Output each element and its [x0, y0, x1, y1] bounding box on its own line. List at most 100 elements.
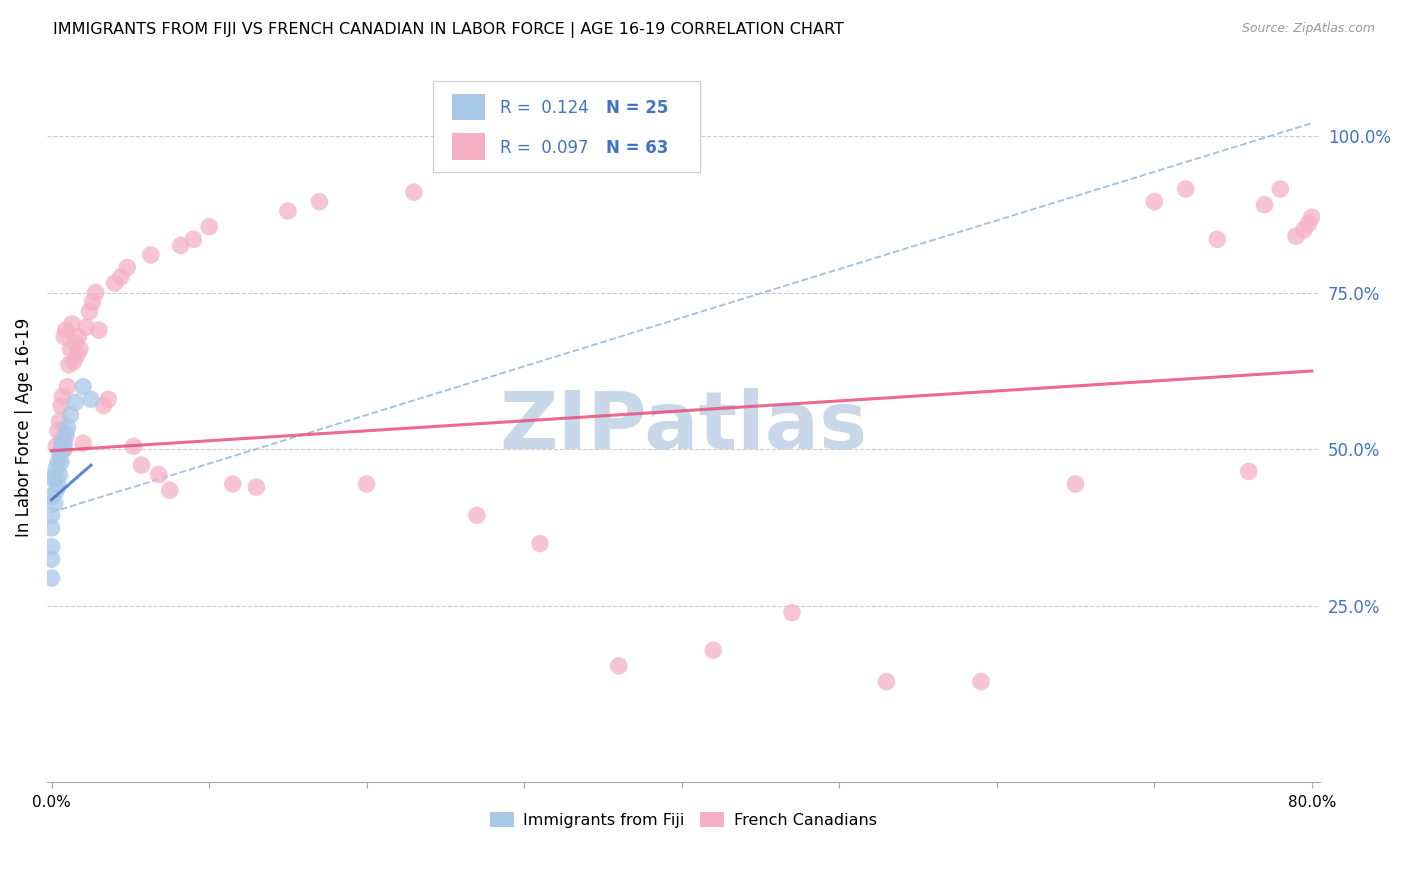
Point — [104, 276, 127, 290]
Point — [82, 295, 104, 310]
Point — [84, 285, 107, 300]
Point — [1285, 229, 1308, 244]
Text: ZIPatlas: ZIPatlas — [499, 389, 868, 467]
Point — [45, 461, 67, 475]
Point — [65, 335, 87, 350]
Point — [60, 317, 83, 331]
Point — [222, 477, 245, 491]
Point — [1253, 198, 1275, 212]
Point — [139, 248, 162, 262]
Text: N = 63: N = 63 — [606, 139, 668, 157]
Point — [80, 392, 103, 407]
Point — [49, 433, 72, 447]
Y-axis label: In Labor Force | Age 16-19: In Labor Force | Age 16-19 — [15, 318, 32, 537]
FancyBboxPatch shape — [451, 133, 485, 161]
Point — [48, 445, 70, 459]
Point — [55, 430, 77, 444]
Point — [170, 238, 193, 252]
Point — [48, 414, 70, 428]
Point — [308, 194, 330, 209]
Point — [49, 455, 72, 469]
Point — [183, 232, 205, 246]
Point — [53, 436, 76, 450]
Point — [1143, 194, 1166, 209]
Point — [87, 323, 110, 337]
FancyBboxPatch shape — [451, 94, 485, 120]
Point — [67, 329, 90, 343]
Point — [45, 439, 67, 453]
Point — [79, 304, 101, 318]
Point — [52, 442, 75, 457]
Point — [41, 471, 63, 485]
Point — [53, 329, 76, 343]
Point — [1206, 232, 1229, 246]
Point — [41, 540, 63, 554]
Point — [529, 536, 551, 550]
Point — [66, 348, 89, 362]
Point — [1064, 477, 1087, 491]
Point — [56, 380, 79, 394]
Point — [970, 674, 993, 689]
Point — [58, 358, 80, 372]
Legend: Immigrants from Fiji, French Canadians: Immigrants from Fiji, French Canadians — [484, 805, 883, 834]
Point — [1298, 217, 1320, 231]
Point — [62, 354, 84, 368]
Point — [1301, 211, 1323, 225]
Point — [607, 659, 630, 673]
Point — [72, 436, 94, 450]
Point — [75, 320, 97, 334]
Point — [53, 442, 76, 457]
Point — [245, 480, 267, 494]
Point — [875, 674, 897, 689]
Point — [46, 424, 69, 438]
Point — [115, 260, 138, 275]
Point — [48, 467, 70, 482]
Text: Source: ZipAtlas.com: Source: ZipAtlas.com — [1241, 22, 1375, 36]
Point — [52, 436, 75, 450]
Point — [159, 483, 181, 498]
Point — [65, 395, 87, 409]
Point — [41, 571, 63, 585]
Point — [41, 552, 63, 566]
Point — [45, 483, 67, 498]
Point — [72, 380, 94, 394]
Point — [41, 521, 63, 535]
Point — [52, 442, 75, 457]
Point — [356, 477, 378, 491]
FancyBboxPatch shape — [433, 81, 700, 172]
Point — [69, 342, 91, 356]
Point — [59, 408, 82, 422]
Point — [93, 399, 115, 413]
Text: N = 25: N = 25 — [606, 99, 668, 118]
Point — [97, 392, 120, 407]
Point — [41, 490, 63, 504]
Point — [780, 606, 803, 620]
Point — [41, 508, 63, 523]
Point — [1270, 182, 1292, 196]
Point — [55, 323, 77, 337]
Point — [1174, 182, 1197, 196]
Text: R =  0.124: R = 0.124 — [501, 99, 589, 118]
Point — [131, 458, 153, 472]
Point — [110, 269, 132, 284]
Point — [52, 389, 75, 403]
Point — [122, 439, 145, 453]
Point — [44, 496, 66, 510]
Point — [44, 471, 66, 485]
Point — [148, 467, 170, 482]
Point — [46, 455, 69, 469]
Point — [402, 185, 425, 199]
Point — [198, 219, 221, 234]
Point — [277, 204, 299, 219]
Text: IMMIGRANTS FROM FIJI VS FRENCH CANADIAN IN LABOR FORCE | AGE 16-19 CORRELATION C: IMMIGRANTS FROM FIJI VS FRENCH CANADIAN … — [53, 22, 844, 38]
Point — [55, 426, 77, 441]
Point — [1292, 223, 1315, 237]
Point — [59, 342, 82, 356]
Point — [49, 399, 72, 413]
Point — [56, 420, 79, 434]
Point — [46, 477, 69, 491]
Point — [465, 508, 488, 523]
Point — [1237, 464, 1260, 478]
Point — [702, 643, 724, 657]
Text: R =  0.097: R = 0.097 — [501, 139, 589, 157]
